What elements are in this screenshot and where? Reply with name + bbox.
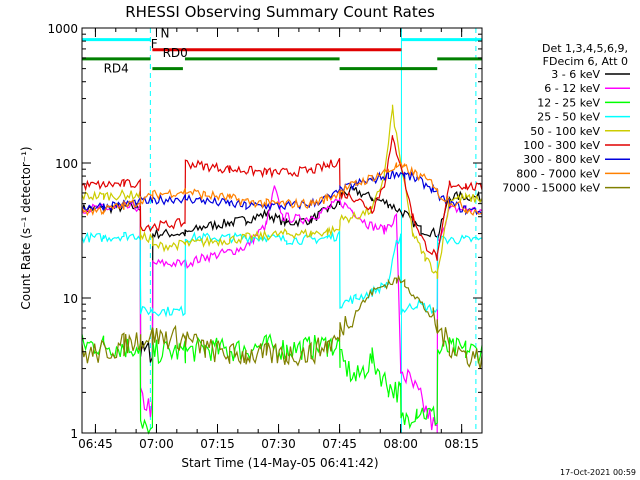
- legend-header: Det 1,3,4,5,6,9,: [542, 42, 628, 55]
- legend-entry: 7000 - 15000 keV: [502, 182, 600, 195]
- footer-date: 17-Oct-2021 00:59: [560, 468, 636, 477]
- x-tick-label: 08:15: [444, 437, 479, 451]
- x-tick-label: 06:45: [78, 437, 113, 451]
- y-tick-label: 1000: [47, 22, 78, 36]
- y-tick-label: 100: [55, 157, 78, 171]
- x-axis-label: Start Time (14-May-05 06:41:42): [181, 456, 378, 470]
- plot-area: NF RD0 RD4: [81, 27, 483, 435]
- legend-entry: 50 - 100 keV: [530, 125, 600, 138]
- x-tick-label: 07:15: [200, 437, 235, 451]
- series-line-8: [81, 274, 483, 370]
- x-tick-label: 07:30: [261, 437, 296, 451]
- x-tick-label: 07:45: [322, 437, 357, 451]
- y-tick-label: 1: [70, 427, 78, 441]
- flag-label: RD4: [104, 62, 129, 76]
- legend: Det 1,3,4,5,6,9,FDecim 6, Att 03 - 6 keV…: [502, 42, 630, 195]
- x-tick-label: 07:00: [139, 437, 174, 451]
- legend-entry: 6 - 12 keV: [544, 82, 600, 95]
- legend-header: FDecim 6, Att 0: [543, 55, 628, 68]
- legend-entry: 100 - 300 keV: [523, 139, 600, 152]
- series-line-0: [81, 186, 483, 363]
- chart-title: RHESSI Observing Summary Count Rates: [125, 3, 435, 21]
- flag-label: F: [151, 37, 158, 51]
- legend-entry: 300 - 800 keV: [523, 153, 600, 166]
- y-tick-label: 10: [63, 292, 78, 306]
- legend-entry: 25 - 50 keV: [537, 111, 600, 124]
- series-line-7: [81, 161, 483, 217]
- series-line-6: [81, 168, 483, 216]
- y-axis-label: Count Rate (s⁻¹ detector⁻¹): [19, 146, 33, 309]
- legend-entry: 3 - 6 keV: [551, 68, 600, 81]
- legend-entry: 12 - 25 keV: [537, 96, 600, 109]
- x-tick-label: 08:00: [383, 437, 418, 451]
- axes: 1 10 100 1000 06:45 07:00 07:15 07:30 07:45 08:00…: [47, 22, 483, 451]
- flag-label: N: [161, 27, 170, 41]
- series-line-1: [81, 185, 483, 434]
- series-line-3: [81, 230, 483, 318]
- series-line-5: [81, 135, 483, 261]
- series-line-4: [81, 104, 483, 280]
- flag-label: RD0: [163, 46, 188, 60]
- plot-frame: [81, 27, 483, 434]
- legend-entry: 800 - 7000 keV: [516, 167, 600, 180]
